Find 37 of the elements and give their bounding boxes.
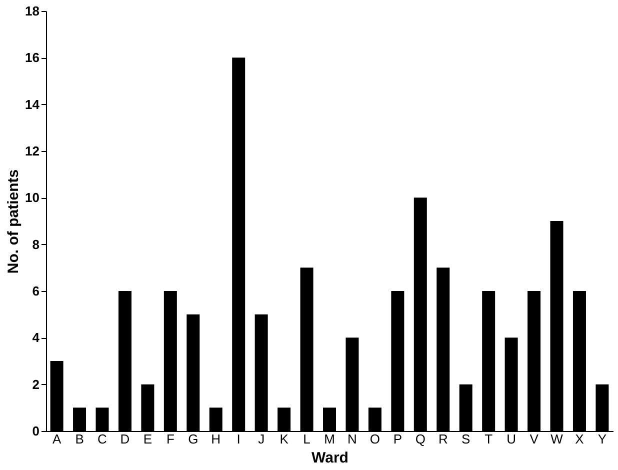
- y-tick-label: 6: [32, 284, 40, 298]
- x-tick-label: Y: [598, 432, 607, 446]
- x-tick-label: K: [280, 432, 289, 446]
- x-tick-label: R: [438, 432, 448, 446]
- x-tick-label: X: [575, 432, 584, 446]
- y-tick-label: 0: [32, 424, 40, 438]
- y-tick-label: 2: [32, 376, 40, 392]
- x-tick-label: B: [75, 432, 84, 446]
- x-tick-label: A: [52, 432, 62, 446]
- x-tick-label: D: [120, 432, 130, 446]
- x-tick-label: G: [188, 432, 198, 446]
- x-tick-label: V: [530, 432, 539, 446]
- x-tick-label: I: [236, 432, 240, 446]
- x-tick-label: S: [462, 432, 471, 446]
- x-tick-label: C: [98, 432, 107, 446]
- x-tick-label: M: [324, 432, 335, 446]
- y-tick-label: 16: [25, 50, 40, 66]
- x-tick-label: J: [258, 432, 265, 446]
- x-tick-label: W: [550, 432, 564, 446]
- x-tick-label: H: [211, 432, 221, 446]
- y-tick-label: 8: [32, 236, 40, 252]
- y-tick-label: 12: [25, 144, 40, 158]
- x-tick-label: T: [484, 432, 493, 446]
- x-axis-title: Ward: [312, 450, 348, 466]
- y-tick-label: 10: [25, 190, 40, 206]
- x-tick-label: F: [166, 432, 174, 446]
- x-tick-label: E: [143, 432, 152, 446]
- x-tick-label: U: [506, 432, 516, 446]
- x-tick-label: P: [393, 432, 402, 446]
- y-tick-label: 18: [25, 4, 40, 18]
- y-axis-title: No. of patients: [5, 169, 22, 274]
- x-tick-label: O: [370, 432, 380, 446]
- x-tick-label: Q: [415, 432, 426, 446]
- x-tick-label: L: [303, 432, 310, 446]
- y-tick-label: 4: [32, 330, 40, 346]
- y-tick-label: 14: [25, 96, 40, 112]
- x-tick-label: N: [348, 432, 357, 446]
